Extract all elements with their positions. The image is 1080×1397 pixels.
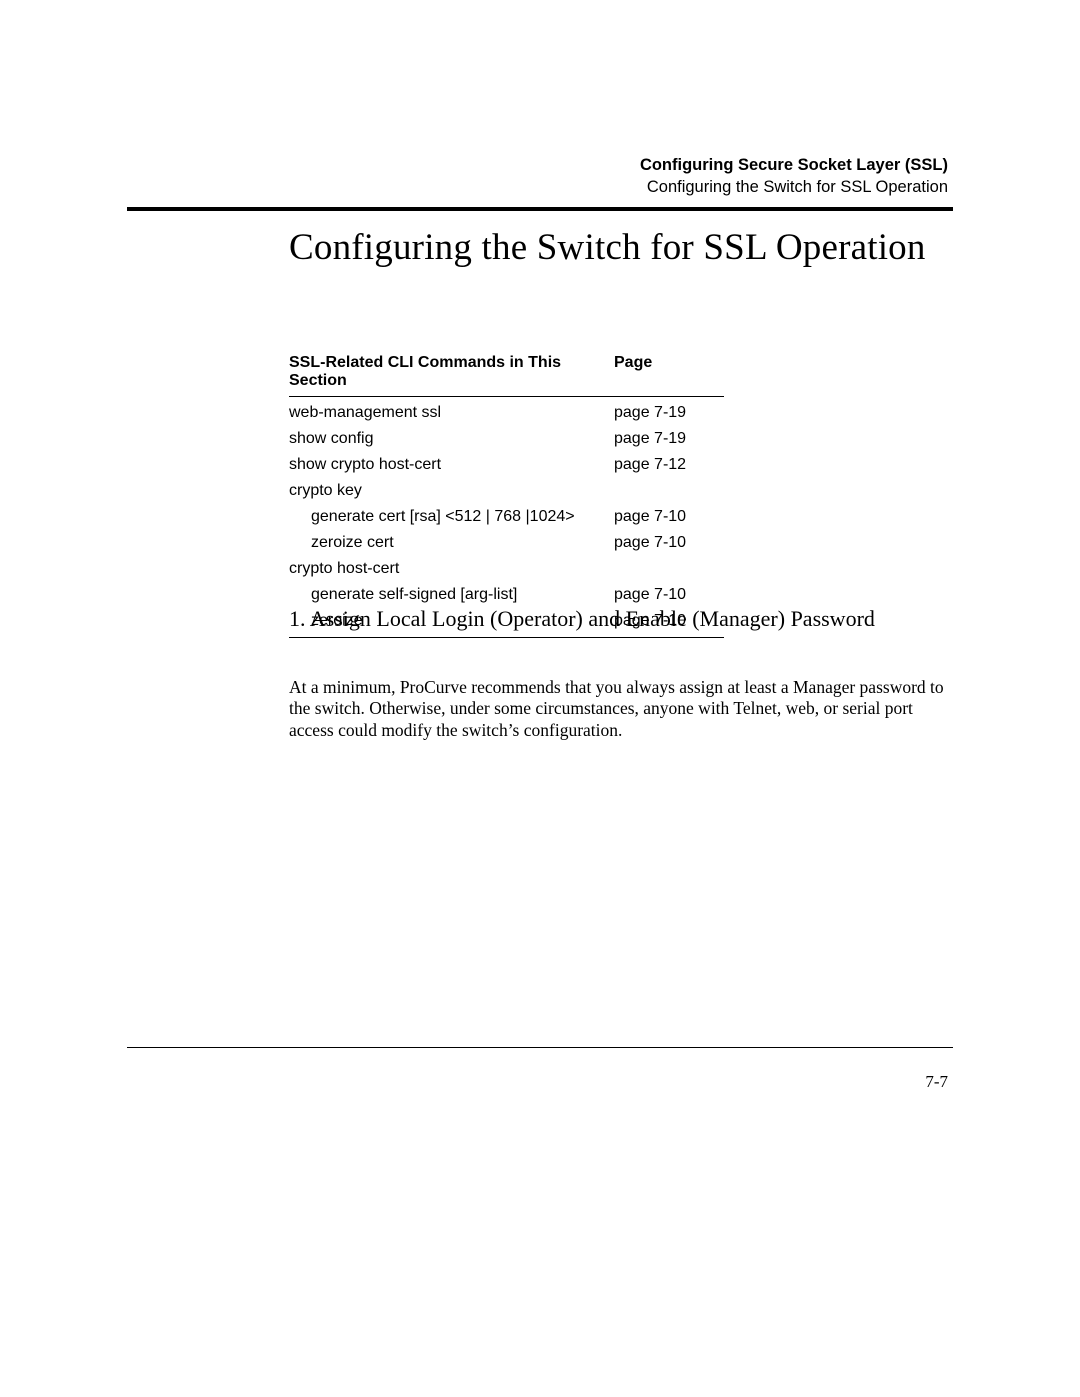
table-cell-page: [614, 560, 724, 578]
table-row: crypto key: [289, 475, 724, 501]
table-cell-command: show crypto host-cert: [289, 456, 614, 474]
table-cell-page: page 7-10: [614, 534, 724, 552]
table-cell-page: [614, 482, 724, 500]
table-row: generate self-signed [arg-list]page 7-10: [289, 579, 724, 605]
subsection-title: Assign Local Login (Operator) and Enable…: [310, 606, 875, 631]
table-row: show configpage 7-19: [289, 423, 724, 449]
table-cell-page: page 7-19: [614, 404, 724, 422]
cli-commands-table: SSL-Related CLI Commands in This Section…: [289, 354, 724, 638]
table-cell-command: crypto host-cert: [289, 560, 614, 578]
table-body: web-management sslpage 7-19show configpa…: [289, 397, 724, 631]
table-row: show crypto host-certpage 7-12: [289, 449, 724, 475]
table-cell-command: crypto key: [289, 482, 614, 500]
table-cell-page: page 7-10: [614, 586, 724, 604]
table-cell-page: page 7-10: [614, 508, 724, 526]
table-header-page: Page: [614, 354, 724, 390]
table-header-row: SSL-Related CLI Commands in This Section…: [289, 354, 724, 397]
table-header-command: SSL-Related CLI Commands in This Section: [289, 354, 614, 390]
running-header-section: Configuring the Switch for SSL Operation: [640, 176, 948, 198]
table-cell-command: web-management ssl: [289, 404, 614, 422]
bottom-rule: [127, 1047, 953, 1048]
table-cell-page: page 7-12: [614, 456, 724, 474]
table-row: crypto host-cert: [289, 553, 724, 579]
table-cell-command: generate cert [rsa] <512 | 768 |1024>: [289, 508, 614, 526]
table-cell-command: show config: [289, 430, 614, 448]
page-number: 7-7: [925, 1072, 948, 1092]
page: Configuring Secure Socket Layer (SSL) Co…: [127, 0, 953, 1397]
table-cell-command: zeroize cert: [289, 534, 614, 552]
running-header: Configuring Secure Socket Layer (SSL) Co…: [640, 154, 948, 199]
section-heading: Configuring the Switch for SSL Operation: [289, 228, 929, 268]
top-rule: [127, 207, 953, 211]
running-header-chapter: Configuring Secure Socket Layer (SSL): [640, 154, 948, 176]
subsection-heading: 1. Assign Local Login (Operator) and Ena…: [289, 605, 949, 633]
table-row: zeroize certpage 7-10: [289, 527, 724, 553]
table-cell-page: page 7-19: [614, 430, 724, 448]
table-bottom-rule: [289, 637, 724, 638]
table-row: generate cert [rsa] <512 | 768 |1024>pag…: [289, 501, 724, 527]
subsection-number: 1.: [289, 606, 306, 631]
table-cell-command: generate self-signed [arg-list]: [289, 586, 614, 604]
table-row: web-management sslpage 7-19: [289, 397, 724, 423]
body-paragraph: At a minimum, ProCurve recommends that y…: [289, 677, 949, 741]
